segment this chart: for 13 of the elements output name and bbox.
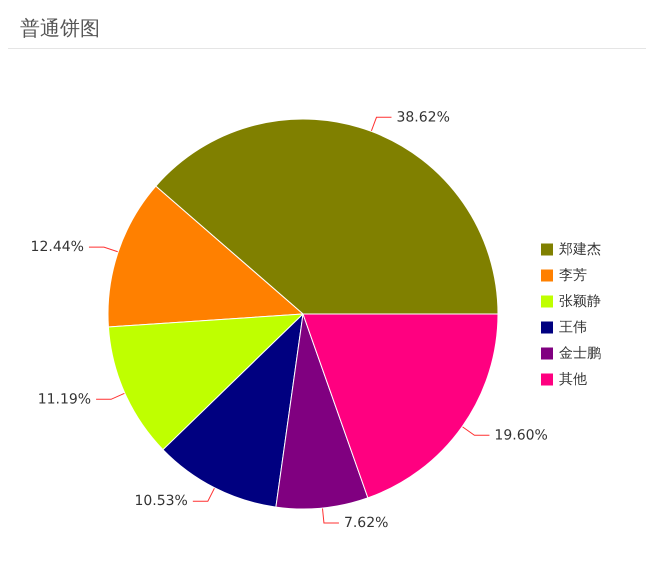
data-label: 10.53% xyxy=(134,493,188,510)
chart-title: 普通饼图 xyxy=(8,8,646,49)
legend-label: 郑建杰 xyxy=(559,242,601,258)
legend-label: 李芳 xyxy=(559,268,587,284)
data-label: 7.62% xyxy=(344,514,388,531)
legend-label: 其他 xyxy=(559,372,587,388)
legend-label: 金士鹏 xyxy=(559,346,601,362)
data-label: 38.62% xyxy=(396,109,450,126)
legend-label: 王伟 xyxy=(559,320,587,336)
data-label: 12.44% xyxy=(30,239,84,256)
data-label: 11.19% xyxy=(38,391,92,408)
data-label: 19.60% xyxy=(494,427,548,444)
legend-label: 张颖静 xyxy=(559,294,601,310)
